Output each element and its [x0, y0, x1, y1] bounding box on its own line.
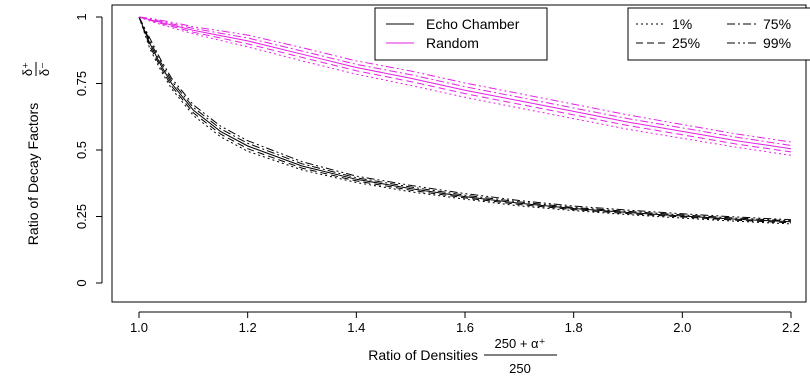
series-line-echo-1pct: [138, 16, 792, 225]
series-line-random-75pct: [138, 16, 792, 146]
legend-main-box: [374, 7, 548, 61]
y-tick-label: 0.25: [74, 204, 89, 229]
x-tick-label: 1.0: [130, 320, 148, 335]
y-tick-label: 0.75: [74, 71, 89, 96]
y-axis-label: Ratio of Decay Factors: [25, 103, 41, 245]
x-axis-label-numerator: 250 + α⁺: [495, 336, 546, 351]
y-tick-label: 0: [74, 279, 89, 286]
legend-main-label: Echo Chamber: [426, 16, 520, 32]
series-line-random-random: [138, 16, 792, 150]
series-line-random-25pct: [138, 16, 792, 153]
x-axis-title: Ratio of Densities 250 + α⁺ 250: [368, 336, 557, 376]
x-tick-label: 2.0: [673, 320, 691, 335]
x-axis-label-denominator: 250: [509, 361, 531, 376]
series-line-echo-echo-chamber: [138, 16, 792, 223]
series-line-random-99pct: [138, 16, 792, 143]
series-layer: [138, 16, 792, 225]
x-tick-label: 1.6: [456, 320, 474, 335]
plot-area-box: [111, 4, 807, 303]
legend-quantile-label: 75%: [763, 16, 791, 32]
x-axis-label: Ratio of Densities: [368, 347, 478, 363]
legend-quantile-box: [627, 7, 810, 61]
x-tick-label: 2.2: [782, 320, 800, 335]
x-tick-label: 1.4: [347, 320, 365, 335]
legend-quantile-label: 25%: [672, 35, 700, 51]
legend-quantile-label: 99%: [763, 35, 791, 51]
series-line-random-1pct: [138, 16, 792, 156]
series-line-echo-99pct: [138, 16, 792, 221]
y-axis: 0 0.25 0.5 0.75 1: [74, 13, 103, 287]
x-axis: 1.0 1.2 1.4 1.6 1.8 2.0 2.2: [130, 311, 800, 335]
legend-quantile-label: 1%: [672, 16, 692, 32]
y-axis-label-denominator: δ⁻: [37, 62, 52, 76]
y-axis-label-numerator: δ⁺: [20, 62, 35, 76]
x-tick-label: 1.2: [239, 320, 257, 335]
x-tick-label: 1.8: [565, 320, 583, 335]
y-tick-label: 1: [74, 13, 89, 20]
y-axis-title: Ratio of Decay Factors δ⁺ δ⁻: [20, 62, 52, 245]
series-line-echo-75pct: [138, 16, 792, 222]
series-line-echo-25pct: [138, 16, 792, 224]
legend-main-label: Random: [426, 35, 479, 51]
legend-layer: Echo Chamber Random 1% 75% 25% 99%: [374, 7, 810, 61]
y-tick-label: 0.5: [74, 141, 89, 159]
